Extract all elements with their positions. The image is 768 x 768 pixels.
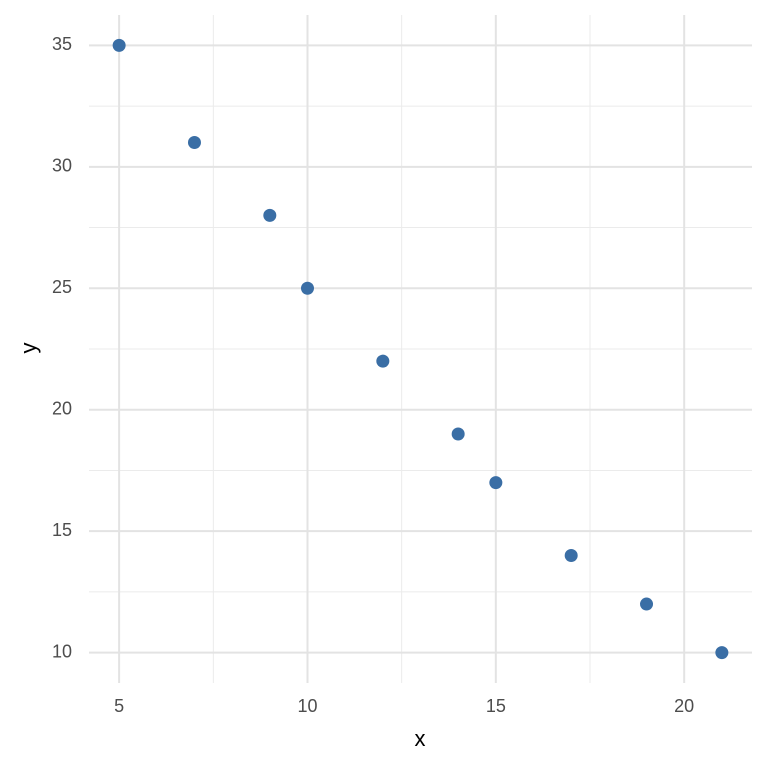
point [187, 136, 201, 150]
point [489, 476, 503, 490]
y-tick-label: 25 [52, 277, 72, 297]
point [564, 548, 578, 562]
y-tick-label: 15 [52, 520, 72, 540]
y-tick-label: 10 [52, 641, 72, 661]
point [451, 427, 465, 441]
point [640, 597, 654, 611]
y-tick-label: 35 [52, 34, 72, 54]
y-axis-title: y [16, 343, 41, 354]
x-tick-label: 5 [114, 696, 124, 716]
point [263, 208, 277, 222]
point [112, 38, 126, 52]
point [376, 354, 390, 368]
x-tick-label: 15 [486, 696, 506, 716]
x-axis-title: x [415, 726, 426, 751]
x-tick-label: 10 [297, 696, 317, 716]
point [715, 646, 729, 660]
point [300, 281, 314, 295]
y-tick-label: 20 [52, 398, 72, 418]
y-tick-label: 30 [52, 156, 72, 176]
x-tick-label: 20 [674, 696, 694, 716]
